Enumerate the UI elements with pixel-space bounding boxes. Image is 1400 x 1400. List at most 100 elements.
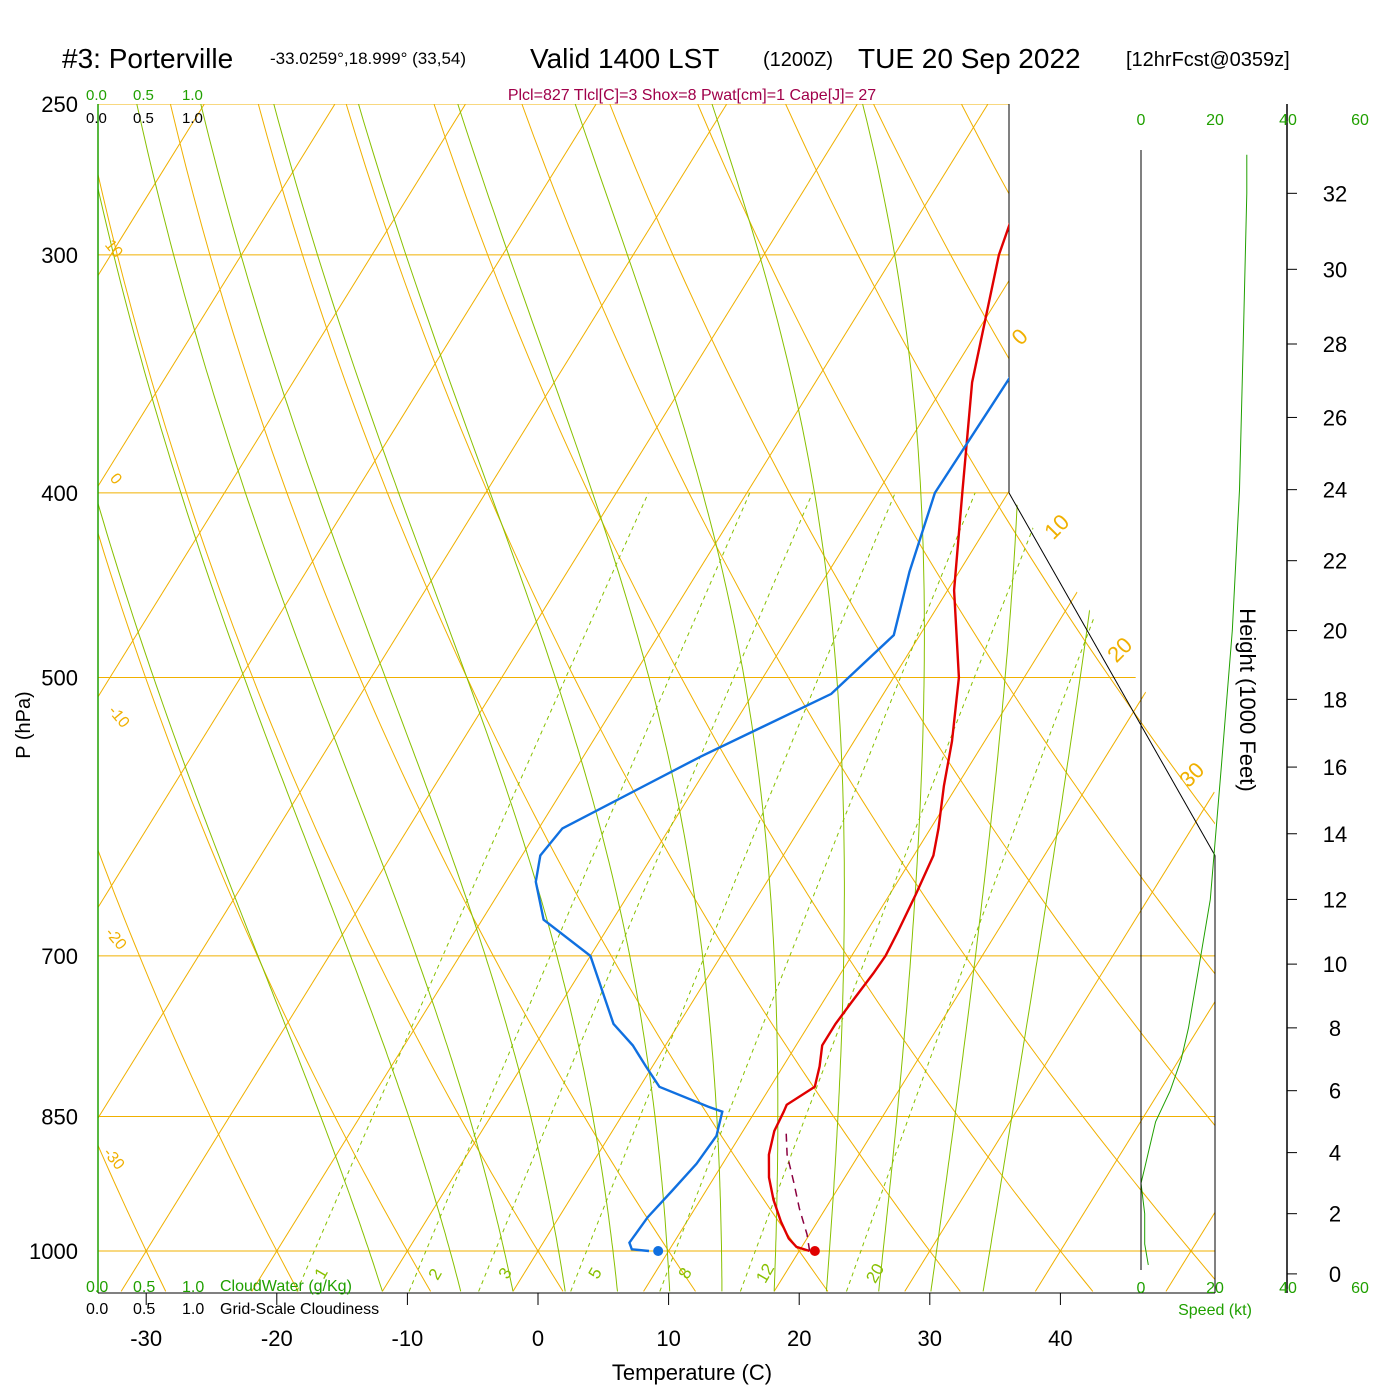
pressure-tick-1000: 1000 [29,1239,78,1264]
height-tick-4: 4 [1329,1141,1341,1166]
pressure-tick-850: 850 [41,1105,78,1130]
stability-indices: Plcl=827 Tlcl[C]=3 Shox=8 Pwat[cm]=1 Cap… [508,87,876,104]
height-tick-20: 20 [1323,619,1347,644]
mixing-ratio-label: 2 [425,1265,446,1283]
moist-adiabat [348,104,671,1292]
isotherm-line [98,104,487,1292]
mixing-ratio-label: 3 [495,1264,516,1282]
height-tick-2: 2 [1329,1202,1341,1227]
dry-adiabat [98,104,432,1292]
dry-adiabat [770,104,1215,1292]
mixing-ratio-label: 5 [585,1264,606,1282]
moist-adiabat [98,104,462,1292]
dry-adiabat [1030,104,1215,1292]
speed-bottom-tick-0: 0 [1137,1280,1146,1297]
height-tick-26: 26 [1323,405,1347,430]
isotherm-label-right: 10 [1039,509,1074,544]
cloudiness-bottom-tick-1: 0.5 [133,1301,155,1318]
mixing-ratio-line [296,492,649,1292]
isotherm-line [98,104,749,1292]
mixing-ratio-line [478,492,813,1292]
speed-top-tick-40: 40 [1279,112,1297,129]
height-tick-28: 28 [1323,332,1347,357]
height-tick-32: 32 [1323,181,1347,206]
temperature-profile [767,167,1031,1253]
moist-adiabat [192,104,566,1292]
isotherm-line [643,104,1215,1292]
cloudwater-top-tick-0: 0.0 [86,87,107,104]
height-tick-10: 10 [1323,952,1347,977]
temp-tick-10: 10 [656,1326,680,1351]
surface-temperature-marker [809,1246,820,1256]
temp-tick-30: 30 [918,1326,942,1351]
parcel-profile [785,1130,811,1252]
speed-bottom-tick-40: 40 [1279,1280,1297,1297]
mixing-ratio-label: 20 [862,1260,888,1286]
cloudwater-bottom-tick-2: 1.0 [182,1279,204,1296]
utc-time: (1200Z) [763,49,833,71]
dry-adiabat [856,104,1215,1292]
height-tick-24: 24 [1323,478,1347,503]
y-axis-title: P (hPa) [13,691,35,758]
cloudwater-top-tick-1: 0.5 [133,87,154,104]
isotherm-label-left: -20 [102,925,130,954]
dry-adiabat [1292,70,1400,1291]
height-tick-18: 18 [1323,687,1347,712]
pressure-tick-400: 400 [41,481,78,506]
height-tick-22: 22 [1323,549,1347,574]
isotherm-label-right: 0 [1007,324,1033,350]
isotherm-line [98,104,226,1292]
valid-date: TUE 20 Sep 2022 [858,43,1081,74]
frame-diagonal [1008,492,1216,856]
isotherm-line [381,104,1140,1292]
cloudwater-bottom-tick-1: 0.5 [133,1279,155,1296]
isotherm-line [251,104,1010,1292]
dry-adiabat [683,104,1215,1292]
cloudiness-bottom-tick-2: 1.0 [182,1301,204,1318]
dry-adiabat [335,104,961,1292]
isotherm-label-left: 0 [106,470,125,488]
isotherm-line [120,104,879,1292]
isotherm-label-right: 30 [1174,757,1209,792]
dry-adiabat [509,104,1215,1292]
moist-adiabat [563,104,779,1292]
cloudwater-bottom-tick-0: 0.0 [86,1279,108,1296]
dry-adiabat [248,104,829,1292]
dry-adiabat [943,104,1215,1292]
speed-top-tick-20: 20 [1206,112,1224,129]
cloudiness-top-tick-1: 0.5 [133,110,154,127]
temp-tick--20: -20 [261,1326,293,1351]
temp-tick--10: -10 [392,1326,424,1351]
dry-adiabat [98,104,564,1292]
moist-adiabat [446,104,723,1292]
speed-bottom-tick-20: 20 [1206,1280,1224,1297]
moist-adiabat [129,104,514,1292]
dewpoint-profile [534,167,1113,1253]
isotherm-label-right: 20 [1102,632,1137,667]
height-axis-title: Height (1000 Feet) [1235,608,1260,791]
cloudiness-label: Grid-Scale Cloudiness [220,1301,379,1318]
surface-dewpoint-marker [653,1246,664,1256]
dry-adiabat [98,104,299,1292]
mixing-ratio-line [659,492,976,1292]
dry-adiabat [422,104,1094,1292]
height-tick-8: 8 [1329,1016,1341,1041]
height-tick-12: 12 [1323,887,1347,912]
mixing-ratio-line [408,492,751,1292]
valid-time: Valid 1400 LST [530,43,719,74]
moist-adiabat [853,104,925,1292]
cloudiness-top-tick-2: 1.0 [182,110,203,127]
moist-adiabat [98,104,383,1292]
speed-top-tick-0: 0 [1137,112,1146,129]
isotherm-line [1034,104,1215,1292]
moist-adiabat [982,104,1141,1292]
speed-top-tick-60: 60 [1351,112,1369,129]
x-axis-title: Temperature (C) [612,1360,772,1385]
isotherm-line [904,104,1215,1292]
cloudwater-top-tick-2: 1.0 [182,87,203,104]
cloudiness-top-tick-0: 0.0 [86,110,107,127]
isotherm-line [98,104,357,1292]
temp-tick-20: 20 [787,1326,811,1351]
mixing-ratio-line [739,492,1048,1292]
pressure-tick-300: 300 [41,243,78,268]
